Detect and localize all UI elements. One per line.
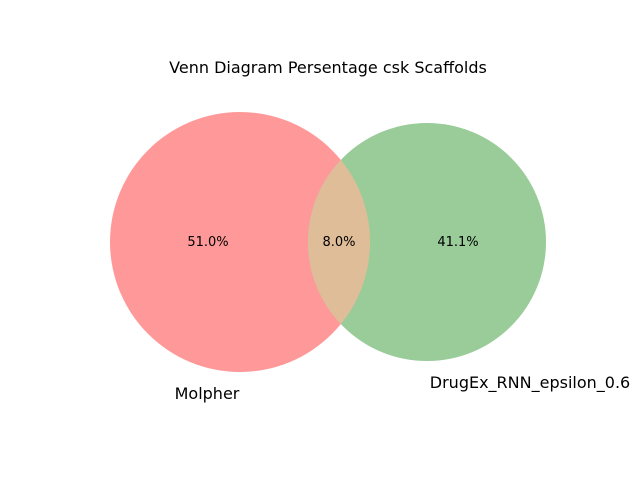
set-label-molpher: Molpher <box>175 384 240 403</box>
venn-circle-molpher <box>110 112 370 372</box>
region-label-molpher-only: 51.0% <box>187 235 228 250</box>
region-label-drugex-only: 41.1% <box>437 235 478 250</box>
chart-title: Venn Diagram Persentage csk Scaffolds <box>169 58 487 77</box>
venn-circle-drugex <box>308 123 546 361</box>
region-label-intersection: 8.0% <box>322 235 355 250</box>
set-label-drugex: DrugEx_RNN_epsilon_0.6 <box>430 373 630 393</box>
